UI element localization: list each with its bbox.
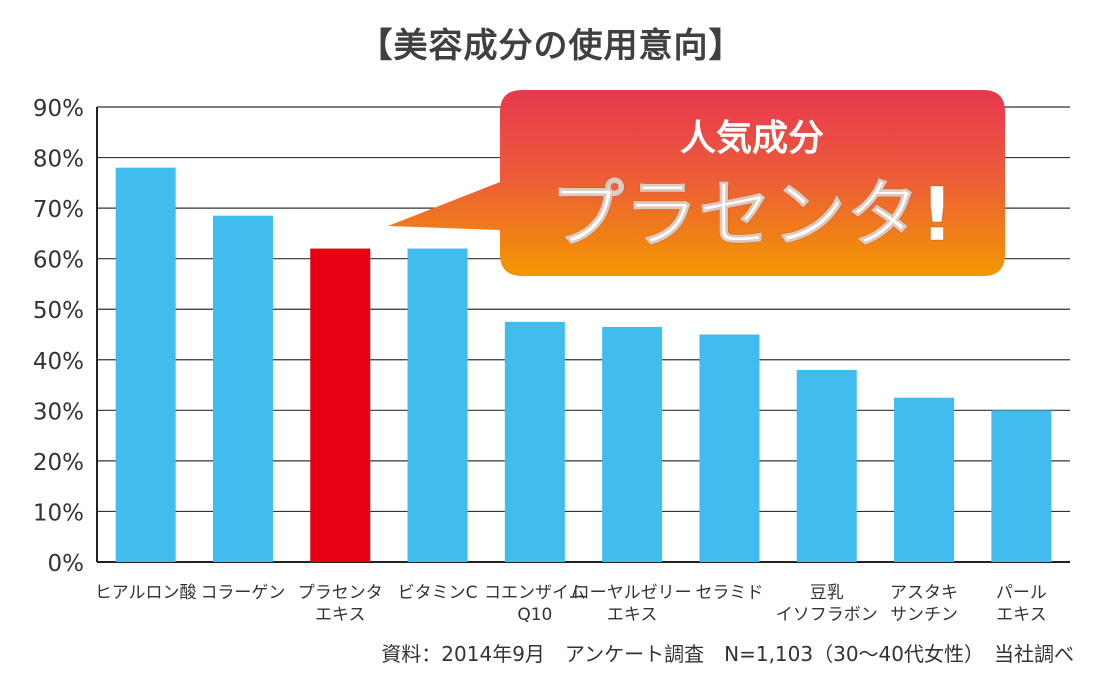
x-tick-label: イソフラボン xyxy=(776,605,878,625)
x-tick-label: ヒアルロン酸 xyxy=(95,583,197,603)
bar xyxy=(407,248,468,563)
source-note: 資料：2014年9月 アンケート調査 N=1,103（30〜40代女性） 当社調… xyxy=(381,642,1074,666)
y-tick-label: 20% xyxy=(33,450,84,476)
bar xyxy=(602,326,663,562)
bar xyxy=(991,410,1052,562)
y-tick-label: 70% xyxy=(33,197,84,223)
x-tick-label: アスタキ xyxy=(890,583,958,603)
y-tick-label: 60% xyxy=(33,248,84,274)
bar xyxy=(115,167,176,562)
x-tick-label: プラセンタ xyxy=(298,583,383,603)
callout-bubble xyxy=(388,90,1005,276)
chart-title: 【美容成分の使用意向】 xyxy=(358,26,744,66)
x-tick-label: エキス xyxy=(607,605,658,625)
bar xyxy=(796,369,857,562)
x-tick-label: セラミド xyxy=(695,583,763,603)
y-tick-label: 80% xyxy=(33,147,84,173)
x-tick-label: Q10 xyxy=(517,605,552,625)
bar xyxy=(504,321,565,562)
bar xyxy=(699,334,760,562)
bar xyxy=(894,397,955,562)
callout-line1: 人気成分 xyxy=(680,118,824,159)
y-tick-label: 50% xyxy=(33,298,84,324)
x-tick-label: エキス xyxy=(996,605,1047,625)
bar-highlight xyxy=(310,248,371,563)
x-tick-label: エキス xyxy=(315,605,366,625)
x-tick-label: ビタミンC xyxy=(398,583,478,603)
bar xyxy=(212,215,273,562)
x-tick-label: ローヤルゼリー xyxy=(573,583,692,603)
x-tick-label: コエンザイム xyxy=(484,583,586,603)
x-tick-label: サンチン xyxy=(890,605,958,625)
y-tick-label: 30% xyxy=(33,399,84,425)
x-tick-label: コラーゲン xyxy=(200,583,285,603)
callout-line2: プラセンタ! xyxy=(550,172,954,258)
y-tick-label: 10% xyxy=(33,500,84,526)
y-tick-label: 90% xyxy=(33,96,84,122)
x-tick-label: 豆乳 xyxy=(810,583,844,603)
y-tick-label: 40% xyxy=(33,349,84,375)
x-tick-label: パール xyxy=(996,583,1047,603)
y-tick-label: 0% xyxy=(48,551,85,577)
